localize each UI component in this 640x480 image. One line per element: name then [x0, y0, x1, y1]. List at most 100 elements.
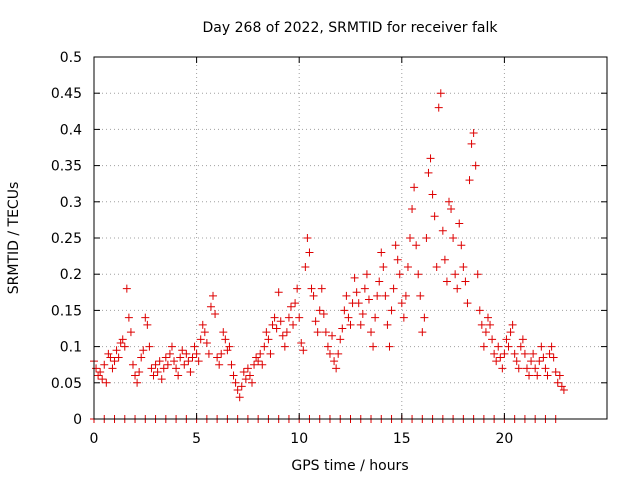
- data-point: [364, 295, 373, 304]
- data-point: [188, 353, 197, 362]
- data-point: [305, 248, 314, 257]
- data-point: [325, 349, 334, 358]
- data-point: [549, 353, 558, 362]
- data-point: [174, 371, 183, 380]
- data-point: [442, 277, 451, 286]
- data-point: [529, 349, 538, 358]
- data-point: [494, 342, 503, 351]
- data-point: [373, 291, 382, 300]
- data-point: [258, 360, 267, 369]
- data-point: [543, 371, 552, 380]
- data-point: [139, 346, 148, 355]
- data-point: [420, 313, 429, 322]
- data-point: [416, 291, 425, 300]
- x-tick-label: 5: [192, 431, 201, 447]
- data-point: [163, 360, 172, 369]
- data-point: [504, 342, 513, 351]
- data-point: [412, 241, 421, 250]
- data-point: [336, 335, 345, 344]
- data-point: [250, 360, 259, 369]
- data-point: [219, 328, 228, 337]
- data-point: [190, 342, 199, 351]
- data-point: [260, 342, 269, 351]
- data-point: [424, 168, 433, 177]
- y-tick-label: 0.45: [51, 86, 82, 102]
- data-point: [126, 328, 135, 337]
- data-point: [432, 262, 441, 271]
- data-point: [475, 306, 484, 315]
- data-point: [358, 310, 367, 319]
- data-point: [186, 367, 195, 376]
- data-point: [303, 234, 312, 242]
- data-point: [496, 353, 505, 362]
- data-point: [295, 313, 304, 322]
- y-tick-label: 0.3: [60, 195, 82, 211]
- data-point: [492, 357, 501, 366]
- data-point: [506, 328, 515, 337]
- data-point: [389, 284, 398, 293]
- data-point: [453, 284, 462, 293]
- data-point: [553, 378, 562, 387]
- data-point: [254, 357, 263, 366]
- data-point: [381, 291, 390, 300]
- data-point: [268, 320, 277, 329]
- data-point: [202, 338, 211, 347]
- data-point: [555, 371, 564, 380]
- data-point: [483, 313, 492, 322]
- data-point: [367, 328, 376, 337]
- data-point: [204, 349, 213, 358]
- data-point: [184, 357, 193, 366]
- data-point: [151, 360, 160, 369]
- data-point: [280, 342, 289, 351]
- data-point: [114, 353, 123, 362]
- data-point: [110, 357, 119, 366]
- data-point: [233, 386, 242, 395]
- data-point: [122, 284, 131, 293]
- data-point: [145, 342, 154, 351]
- data-point: [124, 313, 133, 322]
- data-point: [313, 328, 322, 337]
- data-point: [535, 357, 544, 366]
- data-point: [391, 241, 400, 250]
- data-point: [461, 277, 470, 286]
- data-point: [527, 357, 536, 366]
- y-tick-label: 0.2: [60, 267, 82, 283]
- data-point: [172, 364, 181, 373]
- data-point: [143, 320, 152, 329]
- data-point: [297, 338, 306, 347]
- data-point: [293, 284, 302, 293]
- data-point: [180, 360, 189, 369]
- data-point: [451, 270, 460, 279]
- data-point: [371, 313, 380, 322]
- data-point: [360, 284, 369, 293]
- data-point: [488, 335, 497, 344]
- data-point: [338, 324, 347, 333]
- data-point: [525, 371, 534, 380]
- data-point: [182, 349, 191, 358]
- data-point: [440, 255, 449, 264]
- data-point: [465, 176, 474, 185]
- data-point: [231, 378, 240, 387]
- data-point: [516, 342, 525, 351]
- data-point: [196, 335, 205, 344]
- data-point: [457, 241, 466, 250]
- y-axis-label: SRMTID / TECUs: [6, 182, 22, 295]
- data-point: [385, 342, 394, 351]
- data-point: [444, 197, 453, 206]
- data-point: [252, 353, 261, 362]
- data-point: [112, 346, 121, 355]
- data-point: [315, 306, 324, 315]
- data-point: [159, 364, 168, 373]
- data-point: [282, 328, 291, 337]
- data-point: [137, 353, 146, 362]
- data-point: [344, 313, 353, 322]
- data-point: [96, 367, 105, 376]
- data-point: [557, 382, 566, 391]
- data-point: [223, 346, 232, 355]
- data-point: [92, 364, 101, 373]
- data-point: [311, 317, 320, 326]
- data-point: [406, 234, 415, 242]
- x-axis-label: GPS time / hours: [291, 458, 408, 474]
- data-point: [356, 320, 365, 329]
- data-point: [330, 357, 339, 366]
